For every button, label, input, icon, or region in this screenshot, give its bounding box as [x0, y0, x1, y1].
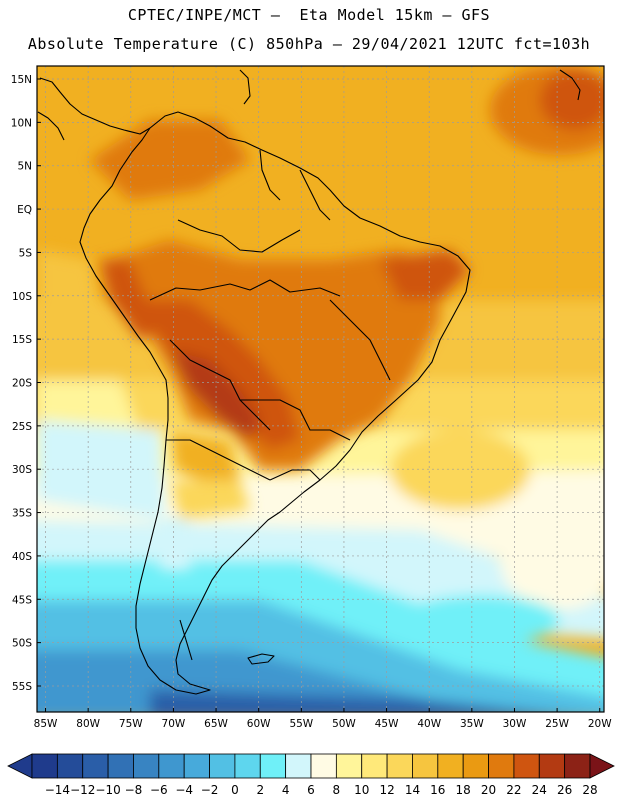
longitude-labels: 85W 80W 75W 70W 65W 60W 55W 50W 45W 40W 35W 30W 25W 2… — [34, 708, 612, 730]
colorbar-arrow-right — [589, 753, 615, 779]
colorbar-label: 14 — [405, 783, 420, 797]
lat-tick-label: 5N — [17, 161, 32, 173]
colorbar-swatch — [462, 753, 489, 779]
chart-title-line1: CPTEC/INPE/MCT – Eta Model 15km – GFS — [127, 6, 491, 24]
lat-tick-label: 30S — [12, 464, 32, 476]
colorbar-label: 8 — [333, 783, 341, 797]
colorbar-swatch — [209, 753, 236, 779]
colorbar-label: 0 — [231, 783, 239, 797]
colorbar-swatch — [56, 753, 84, 779]
colorbar-swatch — [335, 753, 363, 779]
lat-tick-label: 15S — [12, 334, 32, 346]
colorbar-swatch — [437, 753, 464, 779]
lon-tick-label: 60W — [247, 718, 271, 730]
lon-tick-label: 85W — [34, 718, 58, 730]
colorbar-swatch — [538, 753, 566, 779]
colorbar-label: 10 — [354, 783, 369, 797]
coastlines — [37, 69, 581, 695]
colorbar-swatch — [158, 753, 185, 779]
lon-tick-label: 55W — [289, 718, 313, 730]
colorbar — [7, 753, 615, 779]
colorbar-label: −2 — [201, 783, 219, 797]
lon-tick-label: 20W — [588, 718, 612, 730]
colorbar-label: 6 — [307, 783, 315, 797]
lat-tick-label: 40S — [12, 551, 32, 563]
colorbar-swatch — [259, 753, 287, 779]
colorbar-labels: −14 −12 −10 −8 −6 −4 −2 0 2 4 6 8 10 12 14 16 18 20 22 24 26… — [45, 783, 598, 797]
lon-tick-label: 25W — [545, 718, 569, 730]
lat-tick-label: 55S — [12, 681, 32, 693]
colorbar-label: 24 — [532, 783, 547, 797]
colorbar-label: 4 — [282, 783, 290, 797]
lon-tick-label: 75W — [119, 718, 143, 730]
colorbar-swatch — [412, 753, 439, 779]
lon-tick-label: 80W — [76, 718, 100, 730]
colorbar-label: 26 — [557, 783, 572, 797]
colorbar-label: −14 — [45, 783, 70, 797]
lat-tick-label: 15N — [11, 74, 32, 86]
colorbar-swatch — [513, 753, 540, 779]
lon-tick-label: 30W — [503, 718, 527, 730]
lat-tick-label: 35S — [12, 508, 32, 520]
lat-tick-label: 10S — [12, 291, 32, 303]
colorbar-arrow-left — [7, 753, 33, 779]
colorbar-label: 28 — [582, 783, 597, 797]
colorbar-label: −12 — [70, 783, 95, 797]
colorbar-swatch — [310, 753, 337, 779]
lat-tick-label: 25S — [12, 421, 32, 433]
lon-tick-label: 50W — [332, 718, 356, 730]
lat-tick-label: 45S — [12, 594, 32, 606]
colorbar-swatch — [31, 753, 58, 779]
lat-tick-label: 50S — [12, 638, 32, 650]
colorbar-swatch — [82, 753, 109, 779]
lat-tick-label: 10N — [11, 117, 32, 129]
lat-tick-label: 20S — [12, 377, 32, 389]
colorbar-label: −4 — [175, 783, 193, 797]
temperature-field — [37, 66, 604, 712]
colorbar-swatch — [285, 753, 312, 779]
colorbar-swatch — [488, 753, 515, 779]
colorbar-label: −6 — [150, 783, 168, 797]
map-frame — [36, 65, 605, 713]
colorbar-swatch — [564, 753, 591, 779]
lat-tick-label: EQ — [17, 204, 32, 216]
lon-tick-label: 45W — [375, 718, 399, 730]
colorbar-label: 22 — [506, 783, 521, 797]
colorbar-label: −8 — [125, 783, 143, 797]
colorbar-label: 18 — [456, 783, 471, 797]
lon-tick-label: 35W — [460, 718, 484, 730]
colorbar-label: 16 — [430, 783, 445, 797]
colorbar-swatch — [133, 753, 160, 779]
colorbar-label: 12 — [379, 783, 394, 797]
latitude-labels: 15N 10N 5N EQ 5S 10S 15S 20S 25S 30S 35S 40S 45S 50S 5… — [11, 74, 41, 693]
colorbar-swatch — [183, 753, 210, 779]
lon-tick-label: 70W — [162, 718, 186, 730]
colorbar-swatch — [107, 753, 134, 779]
lon-tick-label: 65W — [204, 718, 228, 730]
colorbar-swatch — [361, 753, 388, 779]
colorbar-label: 20 — [481, 783, 496, 797]
colorbar-swatch — [386, 753, 413, 779]
lon-tick-label: 40W — [417, 718, 441, 730]
colorbar-label: 2 — [256, 783, 264, 797]
colorbar-swatch — [234, 753, 261, 779]
chart-title-line2: Absolute Temperature (C) 850hPa – 29/04/… — [27, 35, 591, 53]
lat-tick-label: 5S — [19, 247, 33, 259]
colorbar-label: −10 — [95, 783, 120, 797]
